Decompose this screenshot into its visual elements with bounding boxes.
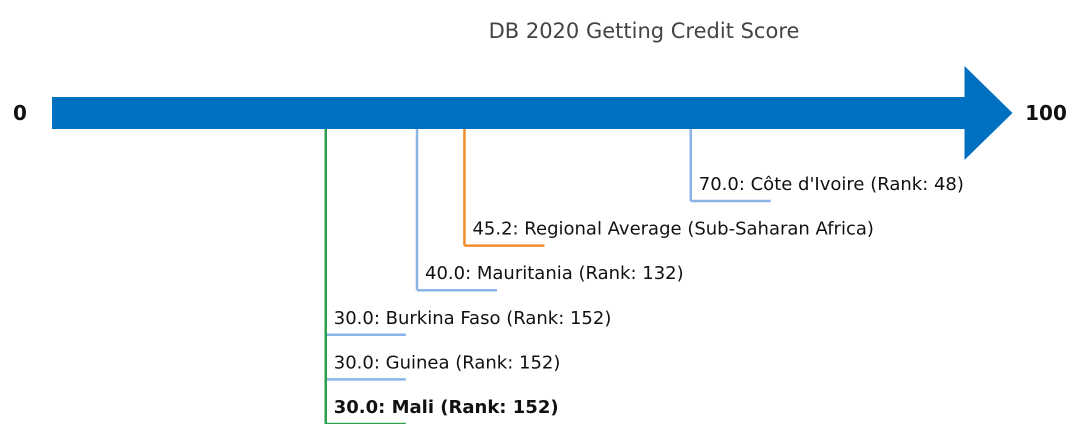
chart-title: DB 2020 Getting Credit Score	[489, 19, 800, 43]
tick-label: 0	[13, 101, 27, 125]
axis-arrow	[52, 66, 1013, 160]
marker-label: 30.0: Mali (Rank: 152)	[334, 397, 559, 418]
marker-label: 40.0: Mauritania (Rank: 132)	[425, 263, 684, 284]
marker-label: 70.0: Côte d'Ivoire (Rank: 48)	[699, 174, 964, 195]
tick-label: 100	[1025, 101, 1067, 125]
marker-label: 45.2: Regional Average (Sub-Saharan Afri…	[472, 219, 873, 240]
marker-label: 30.0: Guinea (Rank: 152)	[334, 352, 561, 373]
marker-label: 30.0: Burkina Faso (Rank: 152)	[334, 308, 612, 329]
